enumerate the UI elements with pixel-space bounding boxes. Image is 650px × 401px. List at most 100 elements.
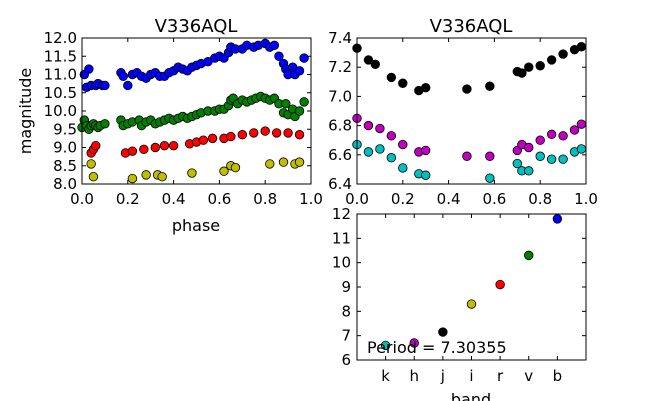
panel1-ytick-label: 11.0	[44, 66, 77, 84]
panel1-series0-point	[88, 171, 99, 182]
panel2-series0-point	[485, 173, 495, 183]
panel3-axes: k h j i r v b 6 7 8 9 10 11 12	[332, 205, 586, 385]
panel2-series1-point	[485, 151, 495, 161]
panel1-series1-point	[271, 128, 282, 138]
panel1-series1-point	[207, 133, 218, 144]
panel2-ytick-label: 6.4	[328, 175, 352, 193]
panel3-xtick-label-j: j	[440, 367, 445, 385]
panel2-xtick-label: 0.2	[391, 190, 415, 208]
panel2-series2-point	[363, 55, 374, 65]
panel1-series0-point	[265, 159, 275, 169]
panel2-series1-point	[546, 129, 557, 140]
panel1-ytick-label: 9.5	[53, 120, 77, 138]
panel2-ytick-label: 7.0	[328, 87, 352, 105]
panel1-series3-point	[269, 40, 280, 51]
panel3-ytick-label: 10	[332, 254, 351, 272]
panel2-series1-point	[462, 151, 472, 161]
panel2-series1-point	[386, 131, 397, 141]
panel2-series0-point	[386, 153, 397, 163]
panel2-series0-point	[421, 170, 431, 180]
panel2-series0-point	[363, 147, 374, 157]
panel1-series3-point	[123, 80, 133, 91]
panel3-xtick-label-r: r	[497, 367, 504, 385]
panel2-series1-point	[375, 123, 385, 134]
panel3-xtick-label-h: h	[409, 367, 419, 385]
panel2-series1-point	[576, 119, 587, 129]
panel1-series2-point	[299, 97, 309, 107]
panel2-title: V336AQL	[430, 16, 513, 37]
panel1-series3-point	[274, 51, 284, 61]
panel1-ytick-label: 12.0	[44, 29, 77, 47]
panel1-series1-point	[159, 140, 170, 151]
panel2-xtick-label: 0.4	[437, 190, 461, 208]
panel2-xtick-label: 0.0	[345, 190, 369, 208]
panel3-point-k	[380, 340, 391, 351]
panel1-ytick-label: 8.0	[53, 175, 77, 193]
panel1-series0-point	[127, 173, 138, 184]
panel1-ytick-label: 11.5	[44, 47, 77, 65]
panel3-point-j	[438, 327, 448, 337]
panel3-xtick-label-b: b	[553, 367, 563, 385]
panel3-point-v	[524, 250, 534, 261]
panel1-axes: 0.0 0.2 0.4 0.6 0.8 1.08.08.59.09.510.010.511…	[44, 29, 323, 208]
panel1-series3-point	[294, 66, 305, 76]
panel1-xlabel: phase	[172, 216, 220, 235]
panel2-series2-point	[386, 72, 397, 83]
panel2-series2-point	[558, 49, 568, 59]
panel3-ytick-label: 12	[332, 205, 351, 223]
panel2-series1-point	[398, 139, 408, 150]
panel3-point-h	[409, 338, 419, 348]
panel3-point-i	[466, 299, 477, 309]
panel-phase-magnitude-infrared: 0.0 0.2 0.4 0.6 0.8 1.0 6.4 6.6 6.8 7.0 7.2 7.4 V33…	[328, 16, 598, 208]
panel3-point-b	[552, 214, 563, 224]
panel1-series0-point	[278, 157, 289, 167]
panel2-series2-point	[370, 59, 381, 69]
panel2-ytick-label: 6.6	[328, 146, 352, 164]
panel2-series1-point	[535, 135, 545, 145]
panel1-title: V336AQL	[155, 16, 238, 37]
panel1-ytick-label: 8.5	[53, 157, 77, 175]
panel1-series0-point	[157, 171, 167, 182]
panel2-points	[352, 42, 587, 183]
panel1-frame	[81, 37, 312, 185]
panel2-series1-point	[569, 125, 580, 135]
panel3-xtick-label-v: v	[524, 367, 533, 385]
panel2-series0-point	[524, 166, 534, 176]
panel2-series0-point	[576, 144, 587, 154]
panel1-series1-point	[237, 130, 248, 140]
panel3-ytick-label: 7	[341, 327, 351, 345]
panel3-point-r	[495, 279, 505, 290]
panel1-series1-point	[150, 142, 160, 153]
panel2-series1-point	[421, 145, 431, 156]
panel2-series2-point	[462, 84, 472, 94]
panel1-xtick-label: 0.2	[116, 190, 140, 208]
panel2-series2-point	[517, 68, 527, 78]
panel1-xtick-label: 0.4	[162, 190, 186, 208]
panel2-ytick-label: 6.8	[328, 117, 352, 135]
panel2-series0-point	[546, 154, 557, 164]
panel1-series1-point	[168, 140, 179, 151]
panel1-ylabel: magnitude	[16, 68, 35, 155]
period-annotation: Period = 7.30355	[367, 338, 507, 357]
panel1-series2-point	[281, 98, 291, 109]
panel3-ytick-label: 6	[341, 351, 351, 369]
panel1-xtick-label: 1.0	[299, 190, 323, 208]
panel1-series1-point	[198, 135, 209, 145]
panel3-ytick-label: 8	[341, 302, 351, 320]
panel1-series0-point	[141, 170, 151, 180]
panel1-ytick-label: 10.0	[44, 102, 77, 120]
panel1-points	[77, 38, 309, 184]
panel3-xtick-label-i: i	[469, 367, 473, 385]
panel1-series3-point	[299, 53, 309, 63]
panel2-series0-point	[535, 151, 545, 161]
panel1-series0-point	[230, 162, 241, 173]
panel1-series1-point	[226, 131, 236, 142]
panel1-ytick-label: 10.5	[44, 84, 77, 102]
panel1-series1-point	[139, 144, 149, 155]
panel1-series1-point	[91, 140, 101, 151]
panel1-series0-point	[187, 168, 197, 178]
panel1-xtick-label: 0.8	[253, 190, 277, 208]
panel2-series2-point	[546, 55, 557, 65]
panel1-series1-point	[260, 126, 270, 136]
